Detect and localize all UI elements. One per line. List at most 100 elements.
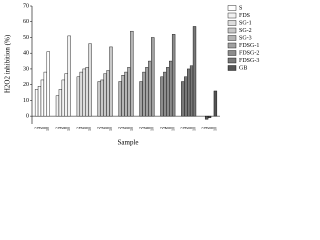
bar <box>58 89 63 117</box>
bar <box>192 26 197 117</box>
x-tick-label: 10 <box>191 127 196 131</box>
bar <box>166 67 170 117</box>
x-tick-label: 2 <box>75 127 80 129</box>
y-tick-label: 10 <box>23 98 29 104</box>
bar <box>34 89 39 117</box>
bar <box>151 37 155 117</box>
bar <box>130 30 134 117</box>
legend-label: FDSG-1 <box>239 43 259 49</box>
x-tick-label: 4 <box>204 127 209 129</box>
y-tick-label: 0 <box>26 114 29 120</box>
x-axis-label: Sample <box>118 139 139 147</box>
legend-label: SG-3 <box>239 35 252 41</box>
legend-swatch <box>227 5 237 11</box>
bar <box>76 76 81 117</box>
bar <box>124 71 128 117</box>
legend-swatch <box>227 50 237 56</box>
bar <box>145 67 149 117</box>
x-tick-label: 6 <box>102 127 107 129</box>
x-tick-label: 2 <box>201 127 206 129</box>
bar <box>204 115 209 120</box>
x-tick-label: 2 <box>96 127 101 129</box>
bar <box>82 68 86 117</box>
bar <box>184 76 188 117</box>
legend-swatch <box>227 65 237 71</box>
x-tick-label: 4 <box>78 127 83 129</box>
legend-swatch <box>227 42 237 49</box>
bar <box>97 81 101 117</box>
bar <box>139 81 143 117</box>
x-tick-label: 10 <box>150 127 155 131</box>
x-tick-label: 10 <box>212 127 217 131</box>
x-tick-label: 10 <box>171 127 176 131</box>
bar <box>207 115 212 118</box>
bar <box>148 60 152 117</box>
x-tick-label: 4 <box>141 127 146 129</box>
legend-swatch <box>227 57 237 64</box>
bar <box>187 68 191 117</box>
x-tick-label: 8 <box>147 127 152 129</box>
x-tick-label: 8 <box>209 127 214 129</box>
bar <box>43 71 48 117</box>
x-tick-label: 4 <box>162 127 167 129</box>
bar <box>85 67 89 117</box>
y-tick-label: 50 <box>23 35 29 41</box>
x-tick-label: 4 <box>183 127 188 129</box>
x-tick-label: 6 <box>60 127 65 129</box>
bar <box>189 65 194 117</box>
bar <box>109 46 113 117</box>
chart: H2O2 inhibition (%) Sample 0 10 20 30 40 50 60… <box>4 3 260 147</box>
bar <box>213 90 218 117</box>
bar <box>46 51 50 117</box>
x-tick-label: 6 <box>81 127 86 129</box>
x-tick-label: 8 <box>63 127 68 129</box>
y-tick-label: 20 <box>23 82 29 88</box>
legend-swatch <box>227 27 237 34</box>
bar <box>181 81 185 117</box>
x-tick-label: 6 <box>165 127 170 129</box>
bar <box>142 71 146 117</box>
bar <box>169 60 173 117</box>
x-tick-label: 6 <box>39 127 44 129</box>
bar <box>163 71 167 117</box>
legend-swatch <box>227 12 237 19</box>
legend-label: FDSG-2 <box>239 50 259 56</box>
x-tick-label: 2 <box>54 127 59 129</box>
x-tick-label: 8 <box>105 127 110 129</box>
x-tick-label: 2 <box>34 127 39 129</box>
bar <box>118 81 122 117</box>
legend-label: FDS <box>239 13 250 19</box>
x-tick-label: 2 <box>159 127 164 129</box>
bar <box>103 73 107 117</box>
bar <box>79 71 83 117</box>
x-tick-label: 8 <box>126 127 131 129</box>
legend-label: SG-2 <box>239 28 252 34</box>
bar <box>100 79 104 117</box>
y-axis-label: H2O2 inhibition (%) <box>4 34 12 93</box>
y-tick-label: 40 <box>23 51 29 57</box>
x-tick-label: 6 <box>144 127 149 129</box>
legend-swatch <box>227 20 237 26</box>
y-tick-label: 30 <box>23 66 29 72</box>
bar <box>55 95 60 117</box>
bar <box>121 75 125 117</box>
x-tick-label: 8 <box>168 127 173 129</box>
bar <box>61 79 65 117</box>
y-tick-label: 70 <box>23 3 29 9</box>
bar <box>67 35 71 117</box>
legend-label: FDSG-3 <box>239 58 259 64</box>
x-tick-label: 2 <box>117 127 122 129</box>
y-tick-label: 60 <box>23 19 29 25</box>
x-tick-label: 4 <box>36 127 41 129</box>
legend-swatch <box>227 35 237 41</box>
x-tick-label: 10 <box>66 127 71 131</box>
x-tick-label: 8 <box>189 127 194 129</box>
x-tick-label: 4 <box>120 127 125 129</box>
bar <box>171 34 176 117</box>
bar <box>88 43 92 117</box>
bar <box>106 70 110 117</box>
legend-label: SG-1 <box>239 20 252 26</box>
x-tick-label: 10 <box>129 127 134 131</box>
x-tick-label: 6 <box>186 127 191 129</box>
x-tick-label: 2 <box>138 127 143 129</box>
